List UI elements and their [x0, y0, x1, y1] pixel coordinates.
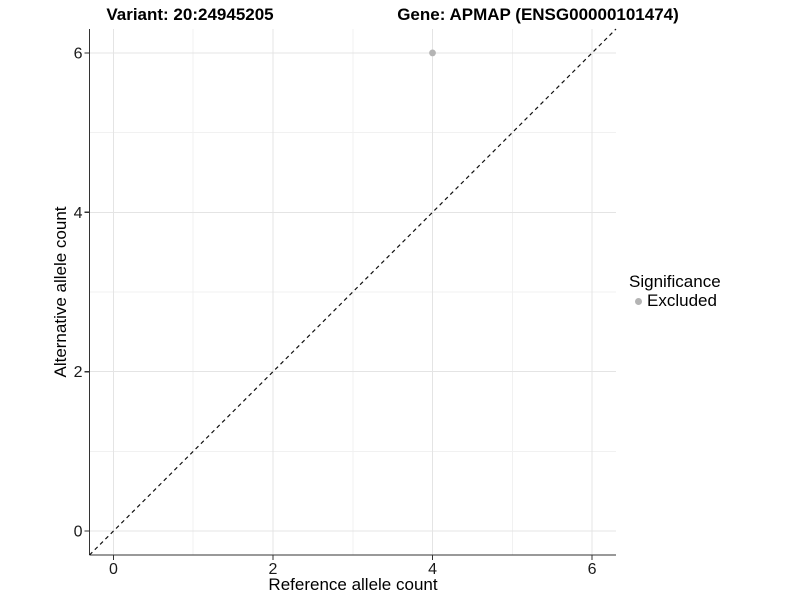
x-tick-label: 0: [109, 561, 118, 578]
legend-item-label: Excluded: [647, 291, 717, 310]
y-tick-label: 0: [74, 524, 83, 541]
x-tick-label: 4: [428, 561, 437, 578]
legend-point-icon: [635, 297, 642, 305]
x-tick-label: 6: [588, 561, 597, 578]
y-tick-label: 2: [74, 364, 83, 381]
legend-title: Significance: [629, 272, 721, 291]
plot-title-variant: Variant: 20:24945205: [106, 5, 274, 24]
y-tick-label: 6: [74, 45, 83, 62]
plot-title-gene: Gene: APMAP (ENSG00000101474): [397, 5, 679, 24]
x-tick-label: 2: [269, 561, 278, 578]
data-point: [429, 49, 436, 57]
y-tick-label: 4: [74, 205, 83, 222]
legend-item: Excluded: [629, 291, 721, 310]
legend: Significance Excluded: [629, 272, 721, 310]
x-axis-title: Reference allele count: [268, 575, 438, 594]
y-axis-title: Alternative allele count: [51, 206, 70, 378]
